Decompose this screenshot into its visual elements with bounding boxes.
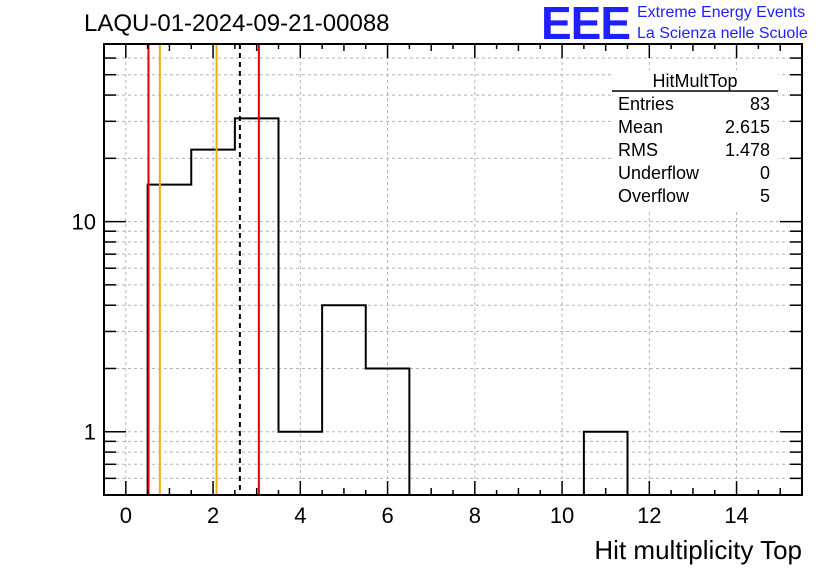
- logo-line-1: Extreme Energy Events: [637, 4, 806, 21]
- stats-value: 1.478: [725, 140, 770, 160]
- x-tick-label: 0: [120, 503, 132, 528]
- stats-value: 2.615: [725, 117, 770, 137]
- stats-value: 5: [760, 186, 770, 206]
- stats-value: 0: [760, 163, 770, 183]
- stats-label: RMS: [618, 140, 658, 160]
- x-tick-label: 12: [637, 503, 661, 528]
- stats-label: Mean: [618, 117, 663, 137]
- x-tick-label: 14: [724, 503, 748, 528]
- stats-value: 83: [750, 94, 770, 114]
- stats-box: [612, 70, 778, 212]
- x-tick-label: 8: [469, 503, 481, 528]
- x-axis-label: Hit multiplicity Top: [594, 535, 802, 565]
- y-tick-label: 10: [72, 210, 96, 235]
- stats-label: Overflow: [618, 186, 690, 206]
- histogram-bin: [235, 118, 279, 495]
- histogram-outline: [104, 117, 802, 496]
- y-tick-label: 1: [84, 420, 96, 445]
- x-tick-label: 6: [381, 503, 393, 528]
- x-tick-label: 2: [207, 503, 219, 528]
- histogram-bin: [322, 305, 366, 495]
- plot-title: LAQU-01-2024-09-21-00088: [84, 10, 390, 37]
- x-tick-label: 10: [550, 503, 574, 528]
- eee-logo: EEE: [541, 0, 631, 49]
- stats-label: Entries: [618, 94, 674, 114]
- logo-line-2: La Scienza nelle Scuole: [637, 25, 808, 42]
- stats-label: Underflow: [618, 163, 700, 183]
- stats-box-title: HitMultTop: [652, 71, 737, 91]
- x-tick-label: 4: [294, 503, 306, 528]
